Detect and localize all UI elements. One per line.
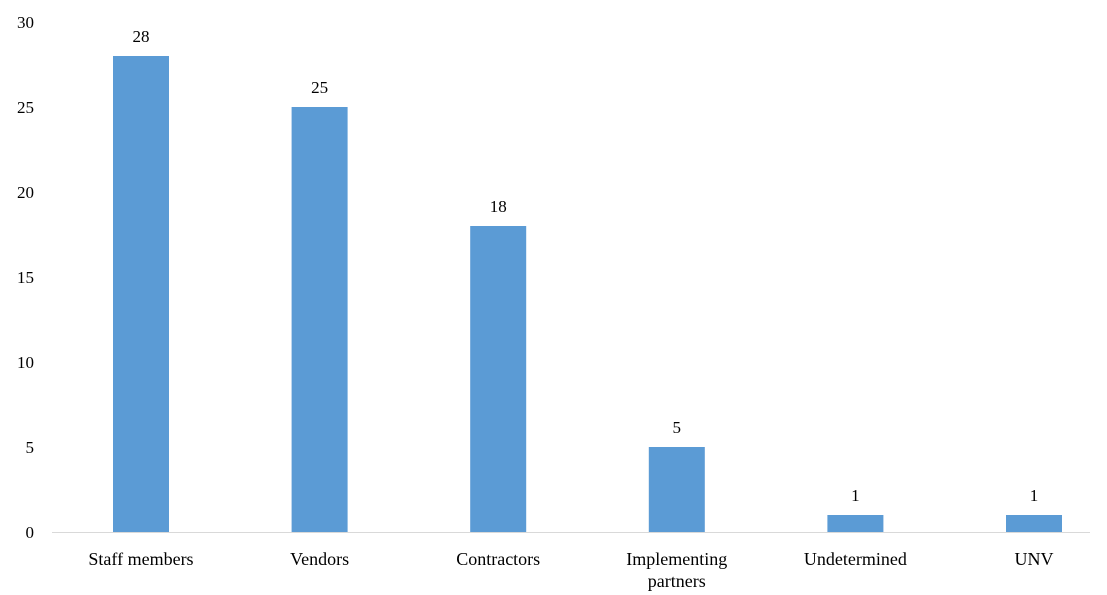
data-label: 18 <box>490 197 507 216</box>
y-tick-label: 5 <box>26 438 35 457</box>
x-tick-label: Staff members <box>88 549 193 569</box>
y-axis: 0 5 10 15 20 25 30 <box>17 13 34 542</box>
x-tick-label: Contractors <box>456 549 540 569</box>
bar-series <box>113 56 1062 532</box>
bar <box>470 226 527 532</box>
x-axis: Staff members Vendors Contractors Implement… <box>88 549 1053 591</box>
y-tick-label: 10 <box>17 353 34 372</box>
x-tick-label: Undetermined <box>804 549 907 569</box>
x-tick-label: Vendors <box>290 549 349 569</box>
bar <box>291 107 348 532</box>
data-label: 28 <box>133 27 150 46</box>
data-labels: 28 25 18 5 1 1 <box>133 27 1039 505</box>
bar <box>113 56 169 532</box>
data-label: 25 <box>311 78 328 97</box>
bar <box>648 447 705 532</box>
bar <box>1006 515 1062 532</box>
data-label: 5 <box>673 418 682 437</box>
y-tick-label: 30 <box>17 13 34 32</box>
y-tick-label: 25 <box>17 98 34 117</box>
data-label: 1 <box>1030 486 1039 505</box>
y-tick-label: 15 <box>17 268 34 287</box>
data-label: 1 <box>851 486 860 505</box>
x-tick-label: UNV <box>1015 549 1054 569</box>
x-tick-label: Implementing partners <box>626 549 727 591</box>
bar <box>827 515 884 532</box>
y-tick-label: 20 <box>17 183 34 202</box>
y-tick-label: 0 <box>26 523 35 542</box>
